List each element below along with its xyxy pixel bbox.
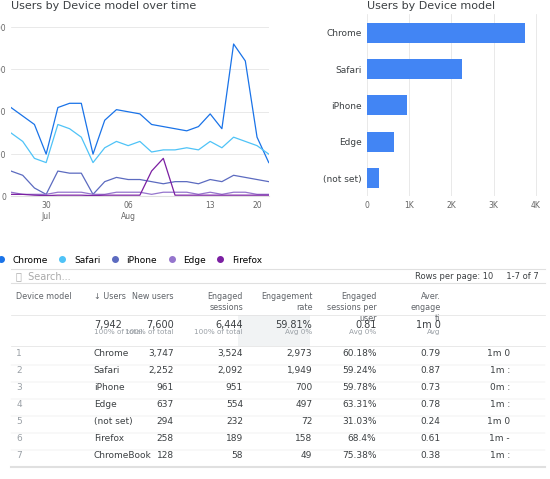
- Text: ↓ Users: ↓ Users: [94, 292, 125, 301]
- Text: (not set): (not set): [94, 417, 133, 426]
- Text: 258: 258: [157, 433, 174, 443]
- Text: 554: 554: [226, 400, 243, 409]
- Text: 0.61: 0.61: [420, 433, 441, 443]
- Bar: [367, 132, 394, 152]
- Text: 2,973: 2,973: [287, 349, 312, 358]
- Text: 189: 189: [226, 433, 243, 443]
- Text: 72: 72: [301, 417, 312, 426]
- Text: 1m 0: 1m 0: [487, 417, 510, 426]
- Text: 100% of total: 100% of total: [195, 329, 243, 335]
- Text: Engaged
sessions per
user: Engaged sessions per user: [327, 292, 376, 323]
- Text: 3,747: 3,747: [148, 349, 174, 358]
- Text: 3,524: 3,524: [218, 349, 243, 358]
- Text: 497: 497: [295, 400, 312, 409]
- Text: 0.79: 0.79: [420, 349, 441, 358]
- Text: Avg 0%: Avg 0%: [285, 329, 312, 335]
- Text: 2,252: 2,252: [148, 366, 174, 375]
- Text: 1: 1: [16, 349, 22, 358]
- Bar: [367, 23, 525, 43]
- Text: Safari: Safari: [94, 366, 120, 375]
- Text: 1,949: 1,949: [287, 366, 312, 375]
- Text: 0.81: 0.81: [355, 320, 376, 330]
- Bar: [367, 95, 408, 115]
- Text: 1m -: 1m -: [489, 433, 510, 443]
- Text: 0.87: 0.87: [420, 366, 441, 375]
- Text: Edge: Edge: [94, 400, 117, 409]
- Text: 58: 58: [232, 451, 243, 459]
- Text: 7,942: 7,942: [94, 320, 122, 330]
- Text: Firefox: Firefox: [94, 433, 124, 443]
- Legend: Chrome, Safari, iPhone, Edge, Firefox: Chrome, Safari, iPhone, Edge, Firefox: [0, 252, 266, 268]
- Text: 951: 951: [226, 383, 243, 392]
- Text: 49: 49: [301, 451, 312, 459]
- Text: Engagement
rate: Engagement rate: [261, 292, 312, 312]
- Text: 0.78: 0.78: [420, 400, 441, 409]
- Text: Device model: Device model: [16, 292, 72, 301]
- Text: 700: 700: [295, 383, 312, 392]
- Text: 0.24: 0.24: [421, 417, 441, 426]
- Text: 7: 7: [16, 451, 22, 459]
- Text: 637: 637: [156, 400, 174, 409]
- Text: 59.81%: 59.81%: [276, 320, 312, 330]
- Text: Rows per page: 10     1-7 of 7: Rows per page: 10 1-7 of 7: [415, 272, 539, 281]
- Text: 75.38%: 75.38%: [342, 451, 376, 459]
- Bar: [367, 168, 379, 188]
- Text: 0m :: 0m :: [490, 383, 510, 392]
- Text: 6,444: 6,444: [216, 320, 243, 330]
- Text: 6: 6: [16, 433, 22, 443]
- Text: 1m 0: 1m 0: [416, 320, 441, 330]
- Text: ChromeBook: ChromeBook: [94, 451, 151, 459]
- Text: 68.4%: 68.4%: [348, 433, 376, 443]
- Text: 1m :: 1m :: [490, 366, 510, 375]
- Text: 1m :: 1m :: [490, 400, 510, 409]
- Text: Chrome: Chrome: [94, 349, 129, 358]
- Text: 1m :: 1m :: [490, 451, 510, 459]
- Text: 294: 294: [157, 417, 174, 426]
- Text: 0.38: 0.38: [420, 451, 441, 459]
- Text: 59.78%: 59.78%: [342, 383, 376, 392]
- Text: 3: 3: [16, 383, 22, 392]
- Text: Engaged
sessions: Engaged sessions: [208, 292, 243, 312]
- Text: ⌕  Search...: ⌕ Search...: [16, 271, 71, 281]
- Text: 2,092: 2,092: [218, 366, 243, 375]
- Text: New users: New users: [132, 292, 174, 301]
- Text: 100% of total: 100% of total: [94, 329, 142, 335]
- Text: 158: 158: [295, 433, 312, 443]
- Text: 0.73: 0.73: [420, 383, 441, 392]
- Text: 7,600: 7,600: [146, 320, 174, 330]
- Text: Users by Device model: Users by Device model: [367, 1, 495, 11]
- Text: Avg: Avg: [427, 329, 441, 335]
- Text: iPhone: iPhone: [94, 383, 124, 392]
- Bar: [367, 59, 462, 79]
- Text: 60.18%: 60.18%: [342, 349, 376, 358]
- Text: 232: 232: [226, 417, 243, 426]
- FancyBboxPatch shape: [238, 315, 310, 346]
- Text: Aver.
engage
ti: Aver. engage ti: [410, 292, 441, 323]
- Text: 31.03%: 31.03%: [342, 417, 376, 426]
- Text: 2: 2: [16, 366, 22, 375]
- Text: 59.24%: 59.24%: [342, 366, 376, 375]
- Text: 1m 0: 1m 0: [487, 349, 510, 358]
- Text: 128: 128: [157, 451, 174, 459]
- Text: 4: 4: [16, 400, 22, 409]
- Text: 63.31%: 63.31%: [342, 400, 376, 409]
- Text: Avg 0%: Avg 0%: [349, 329, 376, 335]
- Text: 5: 5: [16, 417, 22, 426]
- Text: 961: 961: [156, 383, 174, 392]
- Text: Users by Device model over time: Users by Device model over time: [11, 1, 196, 11]
- Text: 100% of total: 100% of total: [125, 329, 174, 335]
